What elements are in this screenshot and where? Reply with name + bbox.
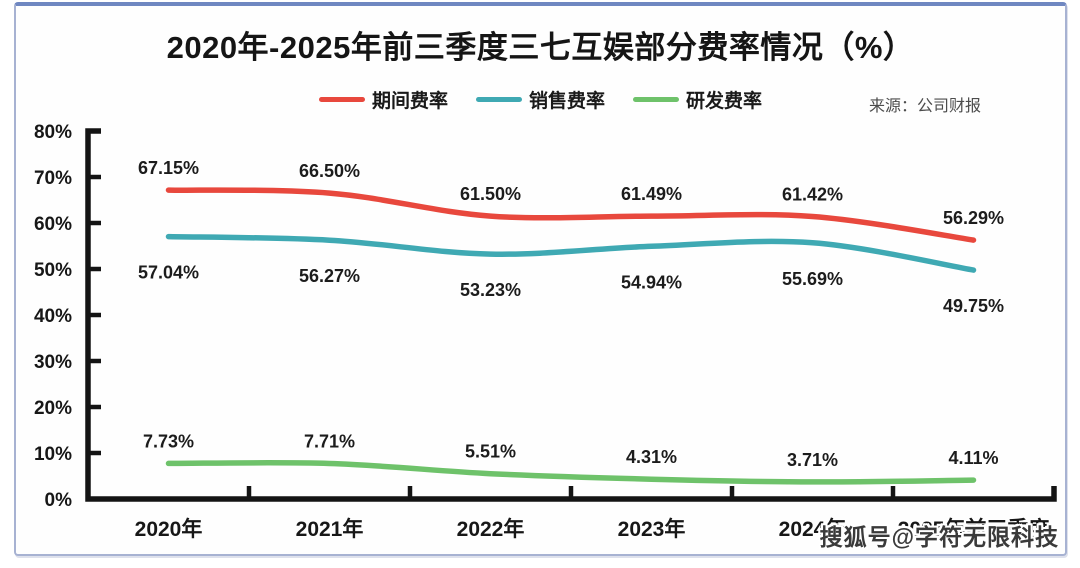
svg-text:2021年: 2021年	[296, 517, 364, 541]
svg-text:55.69%: 55.69%	[782, 269, 843, 289]
chart-card: 2020年-2025年前三季度三七互娱部分费率情况（%） 期间费率 销售费率 研…	[14, 2, 1067, 556]
legend-item-rd-expense: 研发费率	[633, 86, 762, 113]
svg-text:7.73%: 7.73%	[143, 431, 194, 451]
svg-text:2023年: 2023年	[618, 517, 686, 541]
svg-text:2020年: 2020年	[135, 517, 203, 541]
svg-text:54.94%: 54.94%	[621, 272, 682, 292]
svg-text:61.50%: 61.50%	[460, 184, 521, 204]
legend-item-period-expense: 期间费率	[318, 86, 448, 113]
svg-text:60%: 60%	[34, 214, 72, 235]
svg-text:20%: 20%	[34, 398, 72, 419]
svg-text:40%: 40%	[34, 306, 72, 327]
svg-text:57.04%: 57.04%	[138, 263, 199, 283]
svg-text:49.75%: 49.75%	[943, 296, 1004, 316]
svg-text:10%: 10%	[34, 444, 72, 465]
source-note: 来源：公司财报	[868, 98, 981, 115]
svg-text:2024年: 2024年	[779, 517, 847, 541]
svg-text:67.15%: 67.15%	[138, 158, 199, 178]
svg-text:4.31%: 4.31%	[626, 447, 677, 467]
svg-text:3.71%: 3.71%	[787, 450, 838, 470]
legend-label-sales-expense: 销售费率	[528, 91, 605, 112]
watermark: 搜狐号@字符无限科技	[819, 524, 1059, 550]
legend-line-red-icon	[318, 97, 365, 102]
svg-text:70%: 70%	[34, 168, 72, 189]
svg-text:0%: 0%	[45, 490, 73, 511]
svg-text:5.51%: 5.51%	[465, 442, 516, 462]
svg-text:53.23%: 53.23%	[460, 280, 521, 300]
line-chart-canvas: 0% 10% 20% 30% 40% 50% 60% 70% 80% 2020年 2021年 2022…	[34, 122, 1057, 541]
chart-legend: 期间费率 销售费率 研发费率	[16, 86, 1065, 113]
svg-text:2025年前三季度: 2025年前三季度	[898, 517, 1050, 541]
chart-title: 2020年-2025年前三季度三七互娱部分费率情况（%）	[166, 30, 915, 65]
svg-text:30%: 30%	[34, 352, 72, 373]
legend-item-sales-expense: 销售费率	[475, 86, 605, 113]
legend-line-green-icon	[633, 97, 679, 102]
legend-line-teal-icon	[475, 97, 522, 102]
svg-text:4.11%: 4.11%	[948, 448, 998, 468]
svg-text:2022年: 2022年	[457, 517, 525, 541]
svg-text:80%: 80%	[34, 122, 72, 143]
svg-text:50%: 50%	[34, 260, 72, 281]
line-chart: 0% 10% 20% 30% 40% 50% 60% 70% 80% 2020年 2021年 2022…	[16, 6, 1069, 556]
legend-label-rd-expense: 研发费率	[686, 91, 763, 112]
svg-text:61.42%: 61.42%	[782, 185, 843, 205]
legend-label-period-expense: 期间费率	[371, 91, 448, 112]
svg-text:66.50%: 66.50%	[299, 161, 360, 181]
svg-text:7.71%: 7.71%	[304, 432, 355, 452]
svg-text:56.27%: 56.27%	[299, 266, 360, 286]
svg-text:56.29%: 56.29%	[943, 208, 1004, 228]
svg-text:61.49%: 61.49%	[621, 184, 682, 204]
